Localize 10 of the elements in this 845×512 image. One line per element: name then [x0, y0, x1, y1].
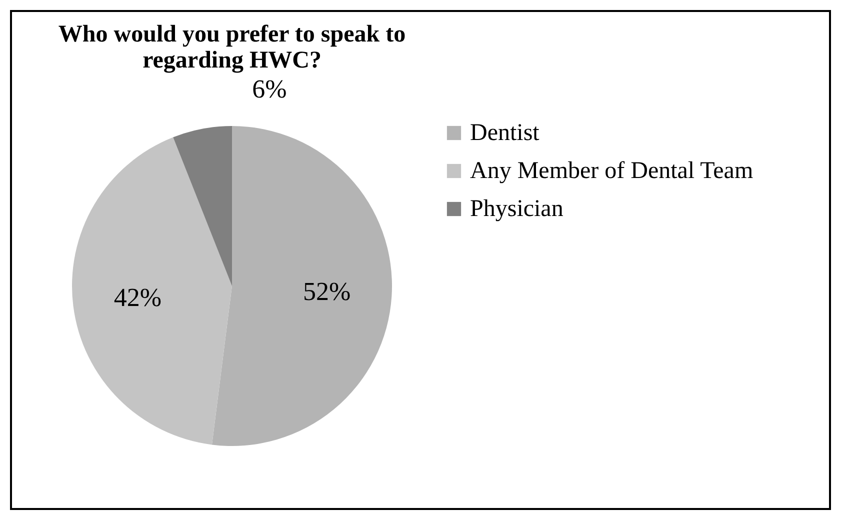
chart-title: Who would you prefer to speak to regarding HWC?	[58, 22, 406, 74]
legend-label: Dentist	[470, 120, 540, 146]
data-label: 6%	[252, 74, 287, 104]
pie-slice	[173, 126, 232, 286]
data-label: 52%	[302, 276, 351, 306]
legend-label: Any Member of Dental Team	[470, 158, 754, 184]
legend-label: Physician	[470, 196, 564, 222]
pie-slice	[212, 126, 392, 446]
pie-slice	[72, 137, 232, 445]
data-label: 42%	[114, 282, 162, 312]
